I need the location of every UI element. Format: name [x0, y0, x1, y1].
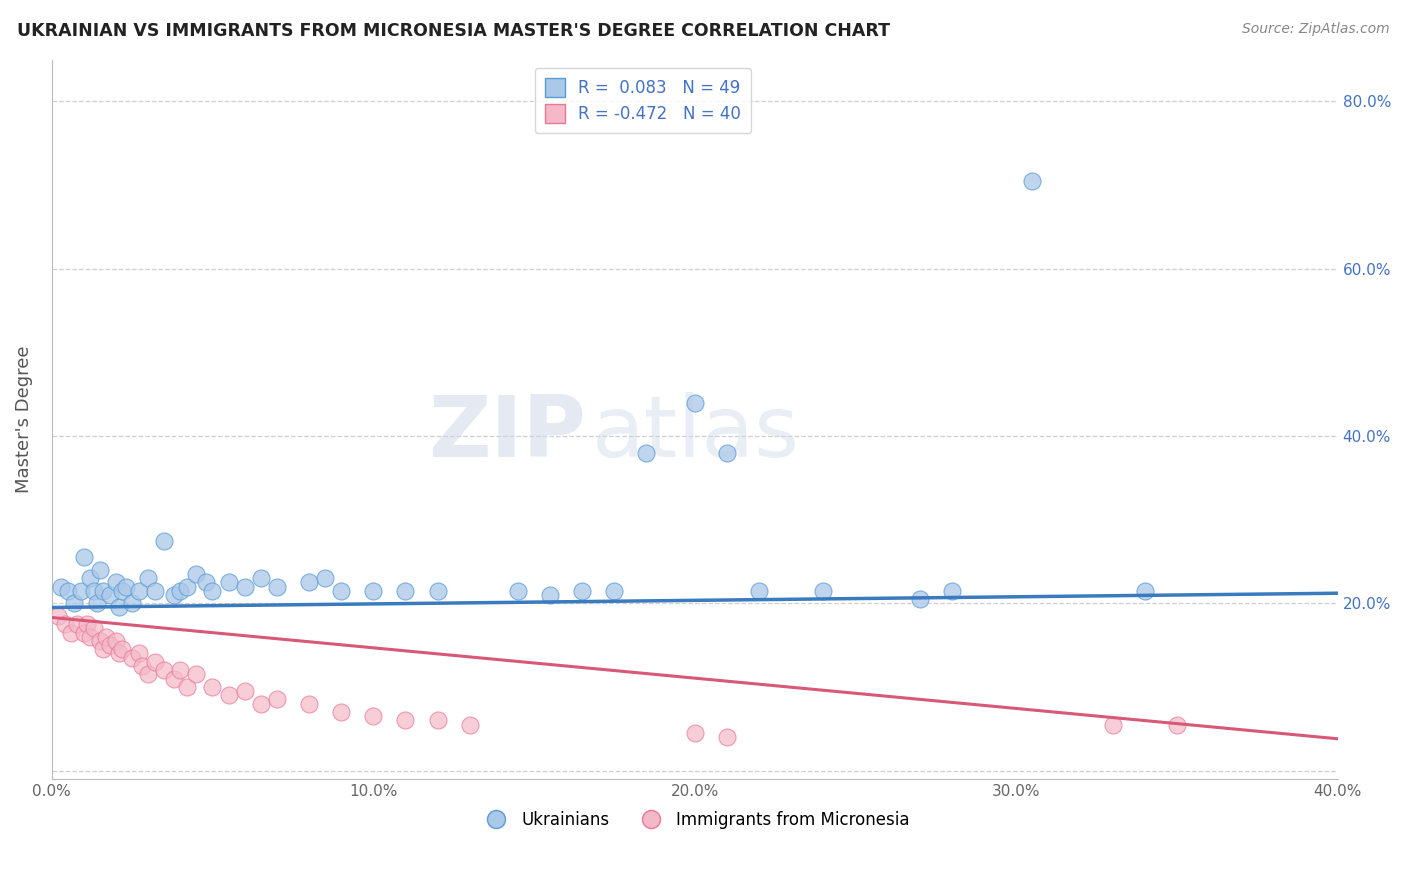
Point — [314, 571, 336, 585]
Point — [233, 580, 256, 594]
Point — [91, 642, 114, 657]
Point — [136, 571, 159, 585]
Point — [941, 583, 963, 598]
Point — [98, 588, 121, 602]
Point — [114, 580, 136, 594]
Point — [266, 580, 288, 594]
Point — [63, 596, 86, 610]
Point — [98, 638, 121, 652]
Point — [79, 630, 101, 644]
Point — [153, 533, 176, 548]
Point — [91, 583, 114, 598]
Point — [538, 588, 561, 602]
Point — [716, 446, 738, 460]
Point — [1166, 717, 1188, 731]
Point — [458, 717, 481, 731]
Point — [201, 680, 224, 694]
Text: Source: ZipAtlas.com: Source: ZipAtlas.com — [1241, 22, 1389, 37]
Point — [89, 563, 111, 577]
Point — [176, 580, 198, 594]
Point — [176, 680, 198, 694]
Point — [89, 634, 111, 648]
Point — [748, 583, 770, 598]
Point — [105, 634, 128, 648]
Point — [108, 600, 131, 615]
Point — [1133, 583, 1156, 598]
Point — [131, 659, 153, 673]
Point — [96, 630, 118, 644]
Point — [163, 588, 186, 602]
Point — [908, 592, 931, 607]
Point — [361, 709, 384, 723]
Point — [571, 583, 593, 598]
Point — [249, 571, 271, 585]
Point — [426, 714, 449, 728]
Point — [73, 625, 96, 640]
Y-axis label: Master's Degree: Master's Degree — [15, 345, 32, 493]
Point — [169, 663, 191, 677]
Point — [330, 705, 353, 719]
Point — [186, 566, 208, 581]
Point — [218, 575, 240, 590]
Point — [716, 730, 738, 744]
Point — [66, 617, 89, 632]
Point — [426, 583, 449, 598]
Point — [1101, 717, 1123, 731]
Point — [121, 596, 143, 610]
Point — [79, 571, 101, 585]
Point — [153, 663, 176, 677]
Point — [143, 583, 166, 598]
Point — [73, 550, 96, 565]
Point — [53, 617, 76, 632]
Point — [298, 697, 321, 711]
Point — [60, 625, 83, 640]
Point — [683, 395, 706, 409]
Point — [330, 583, 353, 598]
Point — [128, 647, 150, 661]
Point — [813, 583, 835, 598]
Point — [195, 575, 218, 590]
Text: UKRAINIAN VS IMMIGRANTS FROM MICRONESIA MASTER'S DEGREE CORRELATION CHART: UKRAINIAN VS IMMIGRANTS FROM MICRONESIA … — [17, 22, 890, 40]
Point — [76, 617, 98, 632]
Point — [86, 596, 108, 610]
Point — [233, 684, 256, 698]
Legend: Ukrainians, Immigrants from Micronesia: Ukrainians, Immigrants from Micronesia — [472, 804, 917, 835]
Point — [186, 667, 208, 681]
Point — [121, 650, 143, 665]
Text: atlas: atlas — [592, 392, 800, 475]
Point — [143, 655, 166, 669]
Point — [69, 583, 91, 598]
Point — [111, 583, 134, 598]
Point — [201, 583, 224, 598]
Point — [105, 575, 128, 590]
Point — [83, 583, 105, 598]
Point — [683, 726, 706, 740]
Point — [111, 642, 134, 657]
Point — [51, 580, 73, 594]
Point — [136, 667, 159, 681]
Point — [394, 714, 416, 728]
Point — [218, 688, 240, 702]
Point — [46, 608, 69, 623]
Point — [636, 446, 658, 460]
Point — [128, 583, 150, 598]
Point — [163, 672, 186, 686]
Point — [298, 575, 321, 590]
Point — [1021, 174, 1043, 188]
Point — [56, 583, 79, 598]
Text: ZIP: ZIP — [427, 392, 585, 475]
Point — [266, 692, 288, 706]
Point — [506, 583, 529, 598]
Point — [83, 621, 105, 635]
Point — [394, 583, 416, 598]
Point — [108, 647, 131, 661]
Point — [361, 583, 384, 598]
Point — [603, 583, 626, 598]
Point — [169, 583, 191, 598]
Point — [249, 697, 271, 711]
